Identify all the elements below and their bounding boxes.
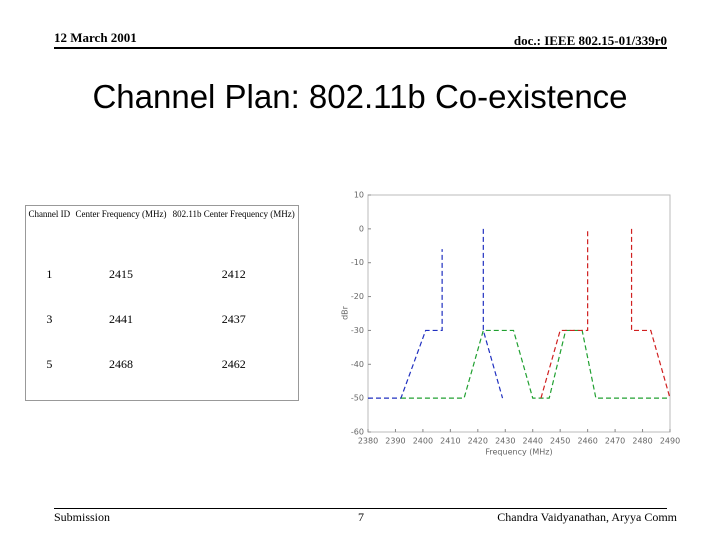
y-tick-label: -40 [351,360,364,369]
cell: 2415 [109,267,134,281]
y-tick-label: -60 [351,428,364,437]
column-header: 802.11b Center Frequency (MHz) [172,209,295,219]
x-tick-label: 2390 [385,437,405,446]
y-tick-label: -20 [351,292,364,301]
cell: 2441 [109,312,134,327]
x-tick-label: 2410 [440,437,460,446]
mask-line [540,228,671,399]
plot-frame [367,194,671,433]
x-tick-label: 2380 [358,437,378,446]
column-header: Center Frequency (MHz) [75,209,167,219]
x-tick-label: 2420 [468,437,488,446]
x-tick-label: 2490 [660,437,680,446]
x-tick-label: 2450 [550,437,570,446]
cell: 2412 [221,267,246,281]
header-doc: doc.: IEEE 802.15-01/339r0 [513,33,667,48]
y-tick-label: -10 [351,258,364,267]
cell: 5 [46,357,53,372]
footer-rule [54,508,667,509]
cell: 2437 [221,312,246,327]
y-tick-label: -50 [351,394,364,403]
table-header: Channel ID Center Frequency (MHz) 802.11… [26,206,299,265]
x-tick-label: 2430 [495,437,515,446]
cell: 2468 [109,357,134,372]
y-axis-label: dBr [341,305,350,320]
y-tick-label: -30 [351,326,364,335]
mask-line [368,228,504,399]
x-tick-label: 2400 [413,437,433,446]
table-row: 1 2415 2412 [26,264,299,309]
x-tick-label: 2440 [523,437,543,446]
x-axis-label: Frequency (MHz) [485,448,552,457]
footer-right: Chandra Vaidyanathan, Aryya Comm [497,510,677,524]
cell: 1 [46,267,53,281]
header-rule [54,47,667,49]
page-number: 7 [358,510,364,524]
mask-line [400,329,670,399]
x-tick-label: 2460 [577,437,597,446]
y-tick-label: 0 [359,224,364,233]
x-tick-label: 2480 [632,437,652,446]
slide-title: Channel Plan: 802.11b Co-existence [92,78,628,115]
y-tick-label: 10 [354,191,364,200]
cell: 3 [46,312,53,327]
header-date: 12 March 2001 [54,30,137,45]
channel-table: Channel ID Center Frequency (MHz) 802.11… [25,205,299,401]
footer-left: Submission [54,510,111,524]
table-row: 3 2441 2437 [26,309,299,354]
column-header: Channel ID [28,209,71,219]
table-row: 5 2468 2462 [26,354,299,400]
cell: 2462 [221,357,246,372]
x-tick-label: 2470 [605,437,625,446]
